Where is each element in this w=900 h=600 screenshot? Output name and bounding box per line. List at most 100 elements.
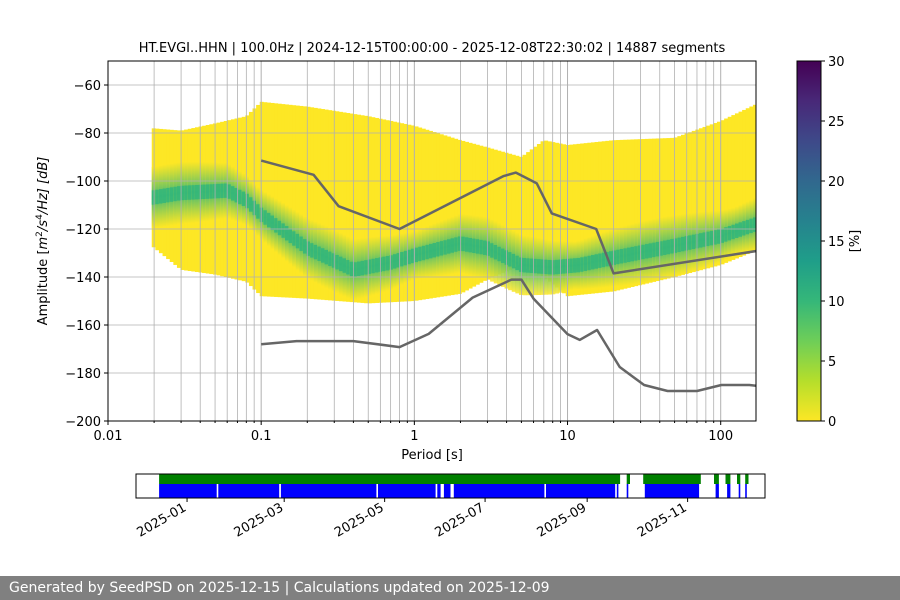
density-mode (403, 250, 408, 266)
density-mode (706, 231, 711, 247)
density-heatmap (151, 101, 756, 304)
density-mode (587, 255, 592, 271)
density-column (414, 126, 419, 301)
density-mode (540, 259, 545, 274)
density-column (724, 118, 729, 263)
density-column (407, 124, 412, 302)
density-column (497, 150, 502, 275)
density-column (580, 143, 585, 295)
density-mode (677, 237, 682, 253)
density-mode (446, 239, 451, 254)
psd-availability-segment (443, 484, 451, 498)
y-tick-label: −160 (65, 319, 101, 334)
density-mode (450, 238, 455, 253)
density-column (511, 154, 516, 269)
density-mode (284, 226, 289, 241)
density-column (536, 144, 541, 275)
y-tick-label: −200 (65, 415, 101, 430)
density-column (436, 133, 441, 298)
density-mode (637, 245, 642, 260)
density-mode (742, 221, 747, 236)
y-tick-label: −120 (65, 223, 101, 238)
colorbar-tick-label: 30 (828, 55, 845, 70)
density-mode (493, 245, 498, 260)
density-column (673, 137, 678, 277)
density-mode (184, 185, 189, 200)
density-column (619, 139, 624, 290)
density-column (742, 109, 747, 256)
density-mode (648, 243, 653, 258)
density-column (727, 116, 732, 262)
data-availability-segment (643, 474, 701, 484)
density-mode (374, 258, 379, 273)
density-mode (400, 251, 405, 267)
density-mode (475, 239, 480, 254)
density-mode (353, 262, 358, 277)
density-column (749, 106, 754, 253)
chart-title: HT.EVGI..HHN | 100.0Hz | 2024-12-15T00:0… (139, 41, 726, 56)
density-mode (745, 219, 750, 235)
density-column (731, 115, 736, 260)
density-mode (245, 193, 250, 209)
density-mode (299, 236, 304, 251)
density-column (486, 147, 491, 280)
density-column (716, 121, 721, 266)
density-column (544, 140, 549, 279)
density-mode (346, 260, 351, 275)
density-mode (490, 243, 495, 258)
density-mode (382, 256, 387, 272)
density-column (346, 113, 351, 302)
density-mode (371, 258, 376, 274)
density-mode (166, 187, 171, 203)
density-mode (227, 184, 232, 199)
y-tick-label: −140 (65, 271, 101, 286)
density-column (662, 138, 667, 280)
noise-model-lines (260, 159, 756, 393)
density-mode (533, 258, 538, 274)
density-column (702, 126, 707, 270)
density-mode (328, 251, 333, 267)
density-mode (670, 239, 675, 254)
density-mode (281, 223, 286, 238)
density-column (598, 141, 603, 293)
density-mode (205, 184, 210, 199)
density-mode (410, 248, 415, 264)
availability-bars (159, 474, 749, 498)
density-column (644, 138, 649, 284)
density-mode (461, 236, 466, 252)
density-mode (436, 242, 441, 257)
density-mode (277, 220, 282, 236)
density-column (626, 139, 631, 288)
density-mode (544, 259, 549, 275)
colorbar-tick-label: 25 (828, 115, 845, 130)
density-mode (356, 261, 361, 276)
density-column (382, 119, 387, 303)
density-column (349, 113, 354, 303)
data-availability-segment (159, 474, 621, 484)
density-mode (176, 186, 181, 201)
colorbar-tick-label: 15 (828, 235, 845, 250)
density-mode (500, 248, 505, 263)
psd-availability-segment (626, 484, 629, 498)
density-mode (338, 256, 343, 272)
density-mode (464, 237, 469, 252)
y-tick-label: −100 (65, 175, 101, 190)
psd-availability-segment (616, 484, 619, 498)
density-mode (554, 259, 559, 275)
density-column (706, 125, 711, 269)
x-tick-label: 1 (410, 429, 418, 444)
date-axis-ticks: 2025-01 2025-03 2025-05 2025-07 2025-09 2025-… (134, 498, 690, 541)
density-mode (479, 239, 484, 255)
density-column (490, 148, 495, 278)
date-tick-label: 2025-09 (535, 500, 590, 540)
density-mode (652, 242, 657, 258)
colorbar (796, 60, 822, 422)
colorbar-ticks: 0 5 10 15 20 25 30 (821, 55, 845, 430)
density-mode (331, 253, 336, 268)
colorbar-tick-label: 0 (828, 415, 836, 430)
plot-frame (107, 60, 757, 422)
density-column (616, 140, 621, 291)
density-mode (526, 258, 531, 273)
density-column (587, 142, 592, 294)
density-mode (612, 250, 617, 265)
